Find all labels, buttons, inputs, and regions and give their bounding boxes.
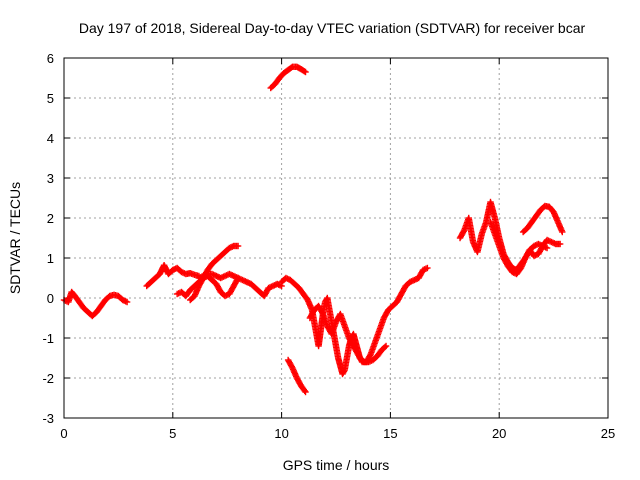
series-arc-7 [278, 274, 390, 378]
series-arc-8 [306, 264, 431, 366]
series-arc-11 [487, 218, 564, 278]
y-tick-label: 0 [47, 291, 54, 306]
series-arc-12 [519, 202, 566, 236]
x-tick-label: 10 [274, 426, 288, 441]
plot-frame [63, 57, 609, 419]
y-tick-label: 1 [47, 251, 54, 266]
y-axis-label: SDTVAR / TECUs [7, 182, 23, 294]
x-tick-label: 0 [60, 426, 67, 441]
series-arc-1 [60, 288, 131, 320]
series-layer [60, 63, 566, 396]
y-tick-label: -1 [42, 331, 54, 346]
y-tick-label: 2 [47, 211, 54, 226]
series-arc-5 [187, 272, 242, 304]
y-tick-label: -2 [42, 371, 54, 386]
y-tick-label: 4 [47, 131, 54, 146]
y-tick-label: 3 [47, 171, 54, 186]
series-arc-9 [284, 356, 309, 396]
y-tick-label: 6 [47, 51, 54, 66]
x-tick-label: 5 [169, 426, 176, 441]
y-tick-label: -3 [42, 411, 54, 426]
grid [64, 58, 608, 418]
x-tick-label: 25 [601, 426, 615, 441]
x-tick-label: 15 [383, 426, 397, 441]
tick-labels: 0 5 10 15 20 25 -3 -2 -1 0 1 2 3 4 5 6 [42, 51, 615, 441]
x-axis-label: GPS time / hours [283, 457, 390, 473]
series-arc-6 [267, 63, 309, 92]
chart-title: Day 197 of 2018, Sidereal Day-to-day VTE… [79, 20, 586, 36]
series-arc-4 [173, 242, 242, 300]
x-tick-label: 20 [492, 426, 506, 441]
y-tick-label: 5 [47, 91, 54, 106]
